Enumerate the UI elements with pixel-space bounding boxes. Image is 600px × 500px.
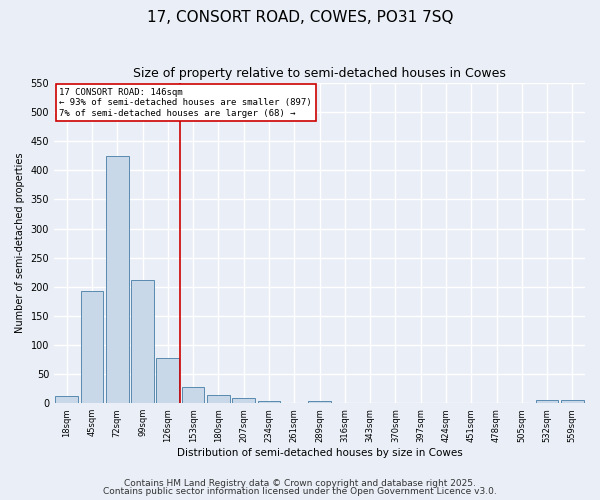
Bar — [80, 291, 103, 403]
Bar — [131, 280, 154, 403]
Bar — [55, 396, 78, 403]
Bar — [182, 387, 205, 403]
Text: Contains public sector information licensed under the Open Government Licence v3: Contains public sector information licen… — [103, 487, 497, 496]
Bar — [106, 156, 128, 403]
Bar — [157, 358, 179, 403]
Text: 17, CONSORT ROAD, COWES, PO31 7SQ: 17, CONSORT ROAD, COWES, PO31 7SQ — [147, 10, 453, 25]
X-axis label: Distribution of semi-detached houses by size in Cowes: Distribution of semi-detached houses by … — [176, 448, 463, 458]
Text: 17 CONSORT ROAD: 146sqm
← 93% of semi-detached houses are smaller (897)
7% of se: 17 CONSORT ROAD: 146sqm ← 93% of semi-de… — [59, 88, 312, 118]
Bar — [207, 395, 230, 403]
Title: Size of property relative to semi-detached houses in Cowes: Size of property relative to semi-detach… — [133, 68, 506, 80]
Text: Contains HM Land Registry data © Crown copyright and database right 2025.: Contains HM Land Registry data © Crown c… — [124, 478, 476, 488]
Bar — [536, 400, 559, 403]
Bar — [232, 398, 255, 403]
Bar — [257, 401, 280, 403]
Bar — [308, 401, 331, 403]
Bar — [561, 400, 584, 403]
Y-axis label: Number of semi-detached properties: Number of semi-detached properties — [15, 153, 25, 334]
